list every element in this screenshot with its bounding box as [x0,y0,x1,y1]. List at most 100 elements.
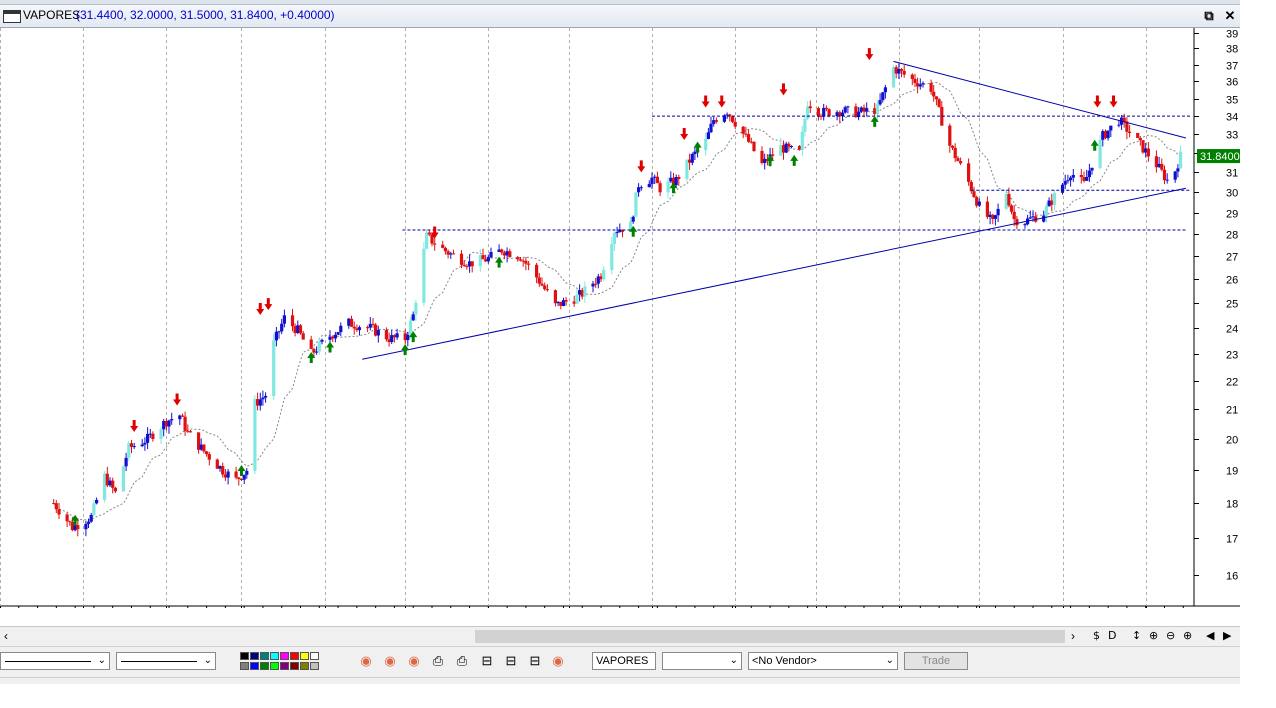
chart-symbol-title: VAPORES [23,8,81,22]
color-swatch[interactable] [310,662,319,670]
move-button[interactable]: ⊕ [1149,629,1159,642]
color-swatch[interactable] [260,662,269,670]
candle-body [1028,217,1032,219]
candle-body [956,158,960,162]
candle-body [1179,151,1183,169]
candle-body [669,177,673,182]
price-tick-label: 20 [1226,435,1238,447]
color-palette[interactable] [240,652,330,672]
color-swatch[interactable] [280,662,289,670]
scroll-right-icon[interactable]: › [1071,629,1075,643]
color-swatch[interactable] [280,652,289,660]
color-swatch[interactable] [290,652,299,660]
candle-body [1141,140,1145,153]
candle-body [207,454,211,460]
candle-body [70,522,74,531]
layout-icon[interactable]: ⊟ [529,653,541,668]
candle-body [873,108,877,114]
vendor-select[interactable]: <No Vendor> ⌄ [748,652,898,670]
candle-body [934,96,938,100]
candle-body [798,146,802,150]
color-swatch[interactable] [250,652,259,660]
color-swatch[interactable] [240,652,249,660]
color-swatch[interactable] [270,652,279,660]
candle-body [484,259,488,262]
draw-tool-icon[interactable]: ⎙ [432,653,444,668]
candle-body [781,145,786,153]
layout-icon[interactable]: ⊟ [505,653,517,668]
candle-body [368,323,372,328]
candlestick-chart-svg[interactable]: r2017FebruaryMarchAprilMayJuneJulyAugust… [0,28,1240,608]
candle-body [725,114,729,116]
color-swatch[interactable] [270,662,279,670]
candle-body [387,339,391,343]
symbol-input[interactable]: VAPORES [592,652,656,670]
candle-body [846,106,850,108]
line-style-select[interactable]: ⌄ [0,652,110,670]
buy-signal-arrow [693,141,702,153]
candle-body [564,300,568,302]
candle-body [103,473,107,500]
scroll-left-icon[interactable]: ‹ [4,629,8,643]
price-tick-label: 31 [1226,168,1238,180]
trade-button[interactable]: Trade [904,652,968,670]
play-back-icon[interactable]: ◀ [1206,629,1215,642]
line-width-select[interactable]: ⌄ [116,652,216,670]
play-forward-icon[interactable]: ▶ [1223,629,1232,642]
candle-body [913,78,917,84]
candle-body [347,318,351,326]
vertical-resize-button[interactable]: ↕ [1132,629,1142,642]
candle-body [561,300,566,306]
browser-icon[interactable]: ◉ [408,653,420,668]
candle-body [433,243,437,245]
candle-body [771,154,775,156]
buy-signal-arrow [870,115,879,127]
zoom-in-button[interactable]: ⊕ [1183,629,1193,642]
color-swatch[interactable] [260,652,269,660]
candle-body [1004,193,1008,209]
sell-signal-arrow [1109,95,1118,108]
candle-body [594,283,598,285]
database-select[interactable]: ⌄ [662,652,742,670]
color-swatch[interactable] [300,652,309,660]
color-swatch[interactable] [310,652,319,660]
layout-icon[interactable]: ⊟ [481,653,493,668]
browser-icon[interactable]: ◉ [552,653,564,668]
candle-body [940,106,944,126]
candle-body [374,324,378,336]
close-window-icon[interactable]: ✕ [1224,8,1236,23]
candle-body [296,325,300,333]
candle-body [68,521,72,523]
browser-icon[interactable]: ◉ [384,653,396,668]
color-swatch[interactable] [240,662,249,670]
currency-button[interactable]: $ [1093,629,1100,642]
browser-icon[interactable]: ◉ [360,653,372,668]
restore-window-icon[interactable]: ⧉ [1204,8,1214,23]
candle-body [57,509,61,515]
candle-body [918,84,922,87]
candle-body [111,480,115,488]
sell-signal-arrow [130,419,139,432]
chevron-down-icon: ⌄ [203,655,212,666]
price-chart[interactable]: r2017FebruaryMarchAprilMayJuneJulyAugust… [0,28,1240,608]
candle-body [859,107,863,112]
candle-body [653,176,657,178]
horizontal-scroll-thumb[interactable] [475,630,1065,643]
periodicity-button[interactable]: D [1108,629,1117,642]
draw-tool-icon[interactable]: ⎙ [456,653,468,668]
buy-signal-arrow [401,344,410,356]
color-swatch[interactable] [250,662,259,670]
candle-body [505,251,509,256]
candle-body [1144,148,1148,153]
candle-body [162,421,166,430]
candle-body [1052,192,1057,205]
candle-body [127,443,131,458]
candle-body [596,276,600,284]
candle-body [371,323,375,325]
zoom-out-button[interactable]: ⊖ [1166,629,1176,642]
price-tick-label: 16 [1226,571,1238,583]
candle-body [108,480,112,486]
candle-body [685,159,689,179]
color-swatch[interactable] [290,662,299,670]
color-swatch[interactable] [300,662,309,670]
